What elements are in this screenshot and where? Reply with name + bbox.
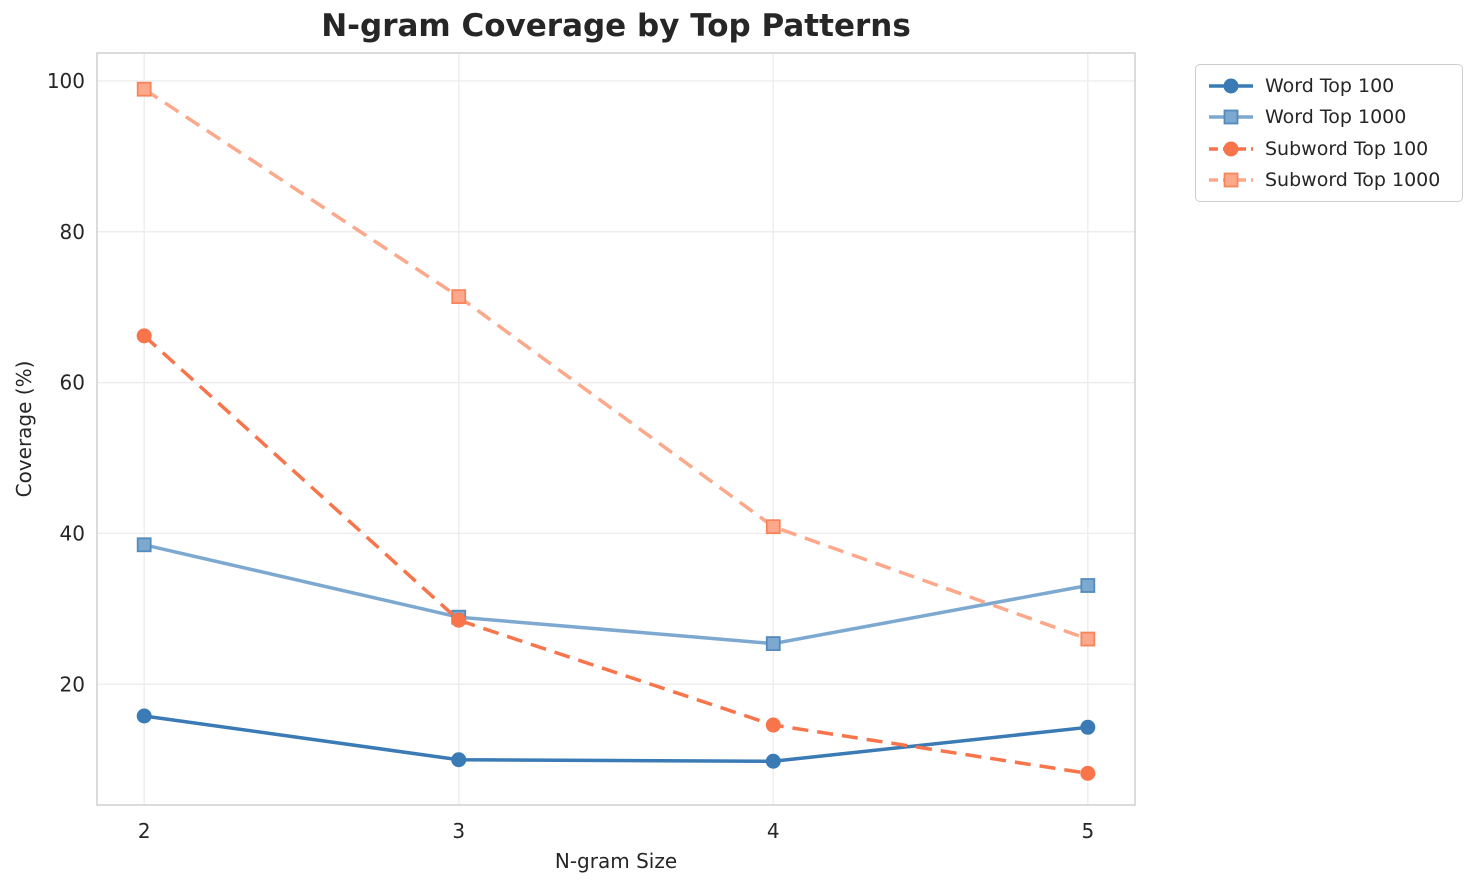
legend-item: Subword Top 100 [1208, 133, 1452, 165]
data-point-circle [765, 753, 781, 769]
y-tick-label: 60 [60, 371, 85, 395]
data-point-circle [1223, 141, 1239, 157]
legend-item: Word Top 1000 [1208, 102, 1452, 134]
y-axis-label: Coverage (%) [12, 360, 36, 498]
data-point-square [451, 289, 467, 305]
x-tick-label: 4 [767, 819, 780, 843]
legend: Word Top 100 Word Top 1000 Subword Top 100… [1195, 64, 1463, 202]
data-point-circle [1080, 719, 1096, 735]
data-point-circle [1080, 765, 1096, 781]
legend-label: Subword Top 100 [1265, 137, 1429, 160]
legend-label: Word Top 1000 [1265, 106, 1407, 129]
x-tick-label: 3 [452, 819, 465, 843]
series-subword-top-1000 [136, 81, 1096, 647]
chart-title: N-gram Coverage by Top Patterns [321, 8, 911, 44]
x-axis-label: N-gram Size [554, 849, 678, 873]
y-tick-label: 40 [60, 521, 85, 545]
data-point-circle [136, 708, 152, 724]
data-point-square [1080, 631, 1096, 647]
data-point-square [136, 81, 152, 97]
legend-label: Word Top 100 [1265, 74, 1395, 97]
data-point-circle [1223, 78, 1239, 94]
data-point-circle [451, 752, 467, 768]
series-word-top-100 [136, 708, 1096, 769]
data-point-square [1223, 172, 1239, 188]
legend-item: Subword Top 1000 [1208, 165, 1452, 197]
data-point-square [136, 537, 152, 553]
series-line [143, 714, 1089, 764]
data-point-square [1223, 109, 1239, 125]
y-tick-label: 80 [60, 220, 85, 244]
legend-square-marker-icon [1209, 172, 1253, 188]
data-point-circle [765, 717, 781, 733]
plot-border [96, 52, 1136, 806]
series-line [143, 334, 1089, 776]
legend-circle-marker-icon [1209, 141, 1253, 157]
legend-item: Word Top 100 [1208, 70, 1452, 102]
x-tick-label: 5 [1081, 819, 1094, 843]
legend-square-marker-icon [1209, 109, 1253, 125]
legend-circle-marker-icon [1209, 78, 1253, 94]
data-point-square [765, 519, 781, 535]
legend-label: Subword Top 1000 [1265, 169, 1441, 192]
data-point-circle [451, 612, 467, 628]
data-point-circle [136, 328, 152, 344]
series-line [143, 543, 1089, 646]
data-point-square [765, 636, 781, 651]
x-tick-label: 2 [138, 819, 151, 843]
data-point-square [1080, 578, 1096, 593]
series-word-top-1000 [136, 537, 1096, 651]
y-tick-label: 100 [47, 69, 85, 93]
series-line [143, 87, 1089, 641]
y-tick-label: 20 [60, 672, 85, 696]
series-subword-top-100 [136, 328, 1096, 781]
